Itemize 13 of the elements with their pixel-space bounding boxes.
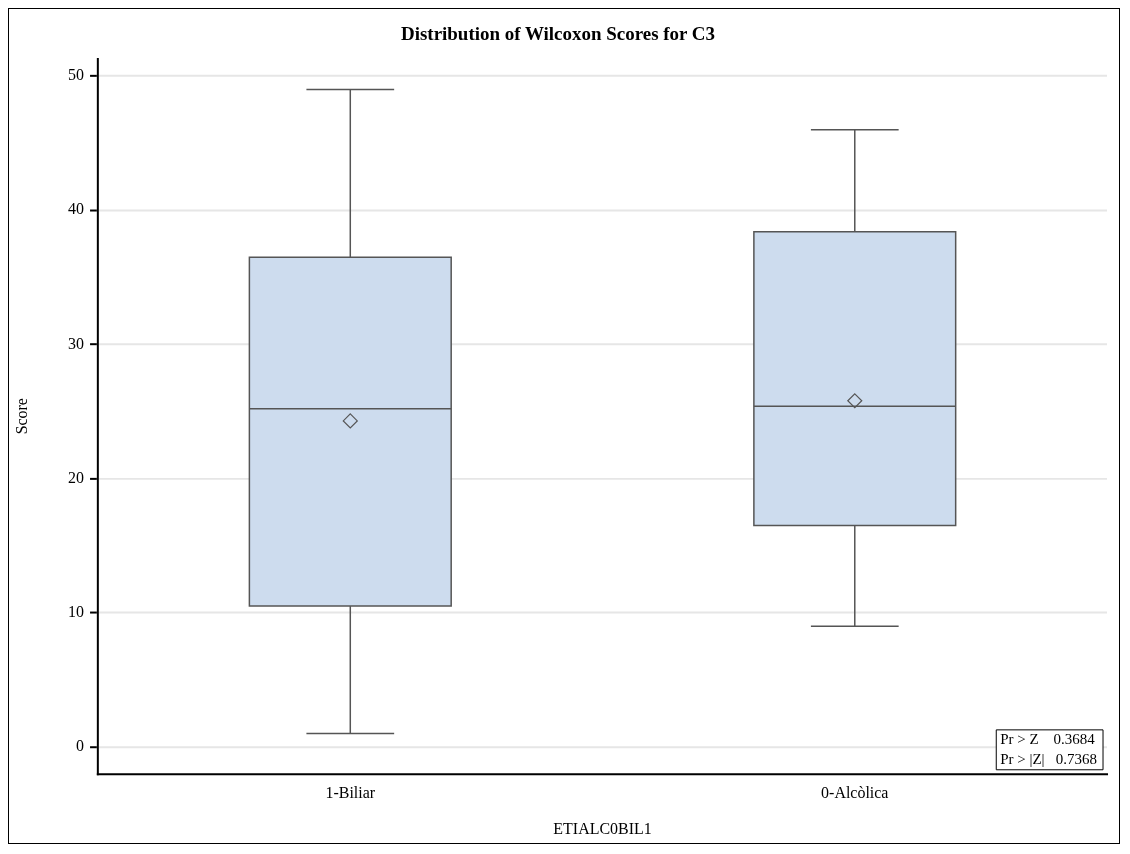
y-tick-label: 40 bbox=[68, 200, 85, 218]
x-tick-label: 0-Alcòlica bbox=[821, 783, 889, 801]
annotation: Pr > Z 0.3684 bbox=[1000, 730, 1096, 747]
x-tick-label: 1-Biliar bbox=[325, 783, 376, 801]
y-tick-label: 30 bbox=[68, 334, 85, 352]
annotation: Pr > |Z| 0.7368 bbox=[1000, 750, 1097, 767]
y-axis-title: Score bbox=[12, 398, 30, 435]
y-tick-label: 10 bbox=[68, 602, 85, 620]
y-tick-label: 0 bbox=[76, 737, 85, 755]
y-tick-label: 20 bbox=[68, 468, 85, 486]
y-tick-label: 50 bbox=[68, 66, 85, 84]
chart-title: Distribution of Wilcoxon Scores for C3 bbox=[400, 23, 716, 45]
x-axis-title: ETIALC0BIL1 bbox=[553, 819, 652, 837]
